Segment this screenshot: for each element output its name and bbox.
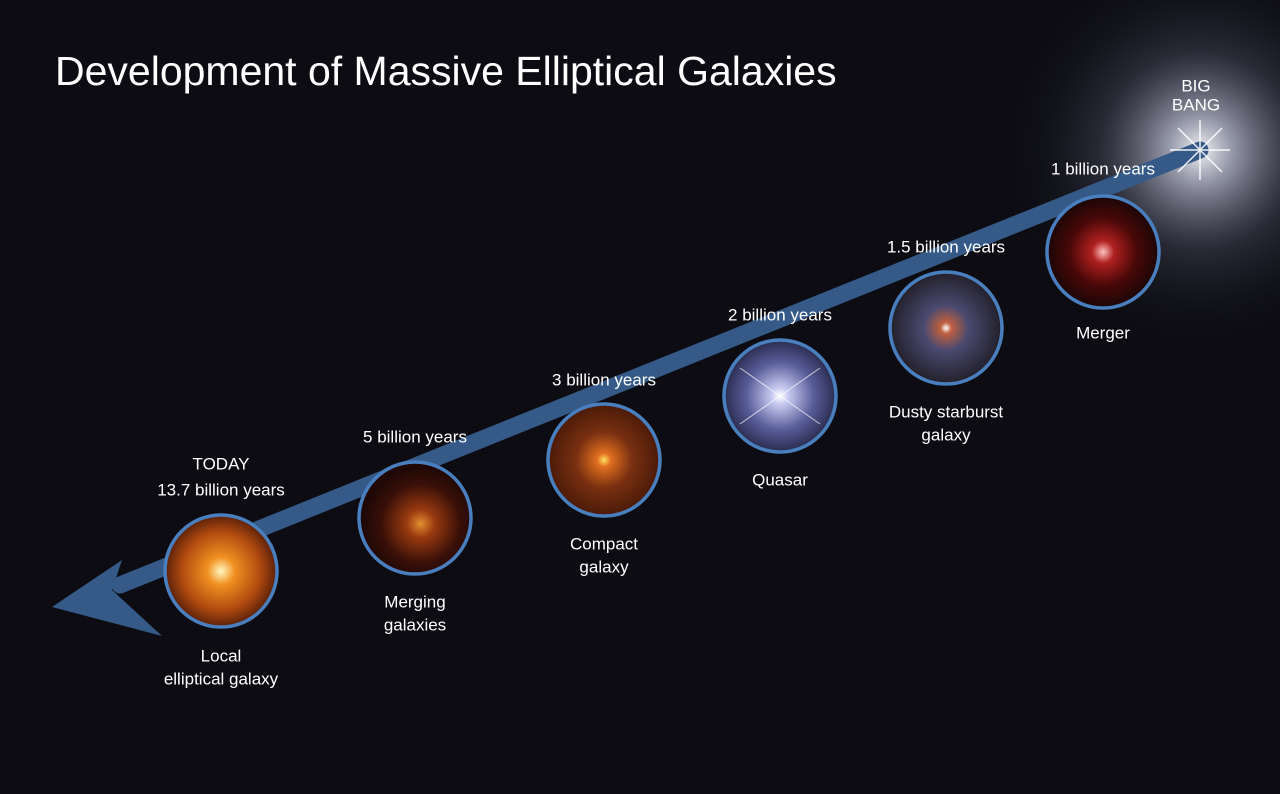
stage-name: galaxies [384,615,446,634]
stage-name: Merging [384,592,445,611]
stage-time: 13.7 billion years [157,480,285,499]
stage-time: 1 billion years [1051,159,1155,178]
galaxy-image [163,513,279,629]
stage-time: 3 billion years [552,370,656,389]
galaxy-image [546,402,662,518]
big-bang-star [1170,120,1230,180]
stage-time: 2 billion years [728,305,832,324]
arrow-head [52,560,162,636]
title: Development of Massive Elliptical Galaxi… [55,48,837,94]
stage-name: Local [201,646,242,665]
timeline-arrow [111,141,1209,594]
galaxy-image [888,270,1004,386]
quasar-ray [739,367,821,425]
stage-time: 1.5 billion years [887,237,1005,256]
big-bang-label: BANG [1172,95,1220,114]
big-bang-label: BIG [1181,76,1210,95]
stage-name: elliptical galaxy [164,669,279,688]
stage-name: Merger [1076,323,1130,342]
stage-name: Dusty starburst [889,402,1004,421]
stage-name: Quasar [752,470,808,489]
stage-name: galaxy [579,557,629,576]
stage-time: TODAY [193,454,250,473]
stage-time: 5 billion years [363,427,467,446]
galaxy-image [357,460,473,576]
stage-name: galaxy [921,425,971,444]
galaxy-image [1045,194,1161,310]
stage-name: Compact [570,534,638,553]
